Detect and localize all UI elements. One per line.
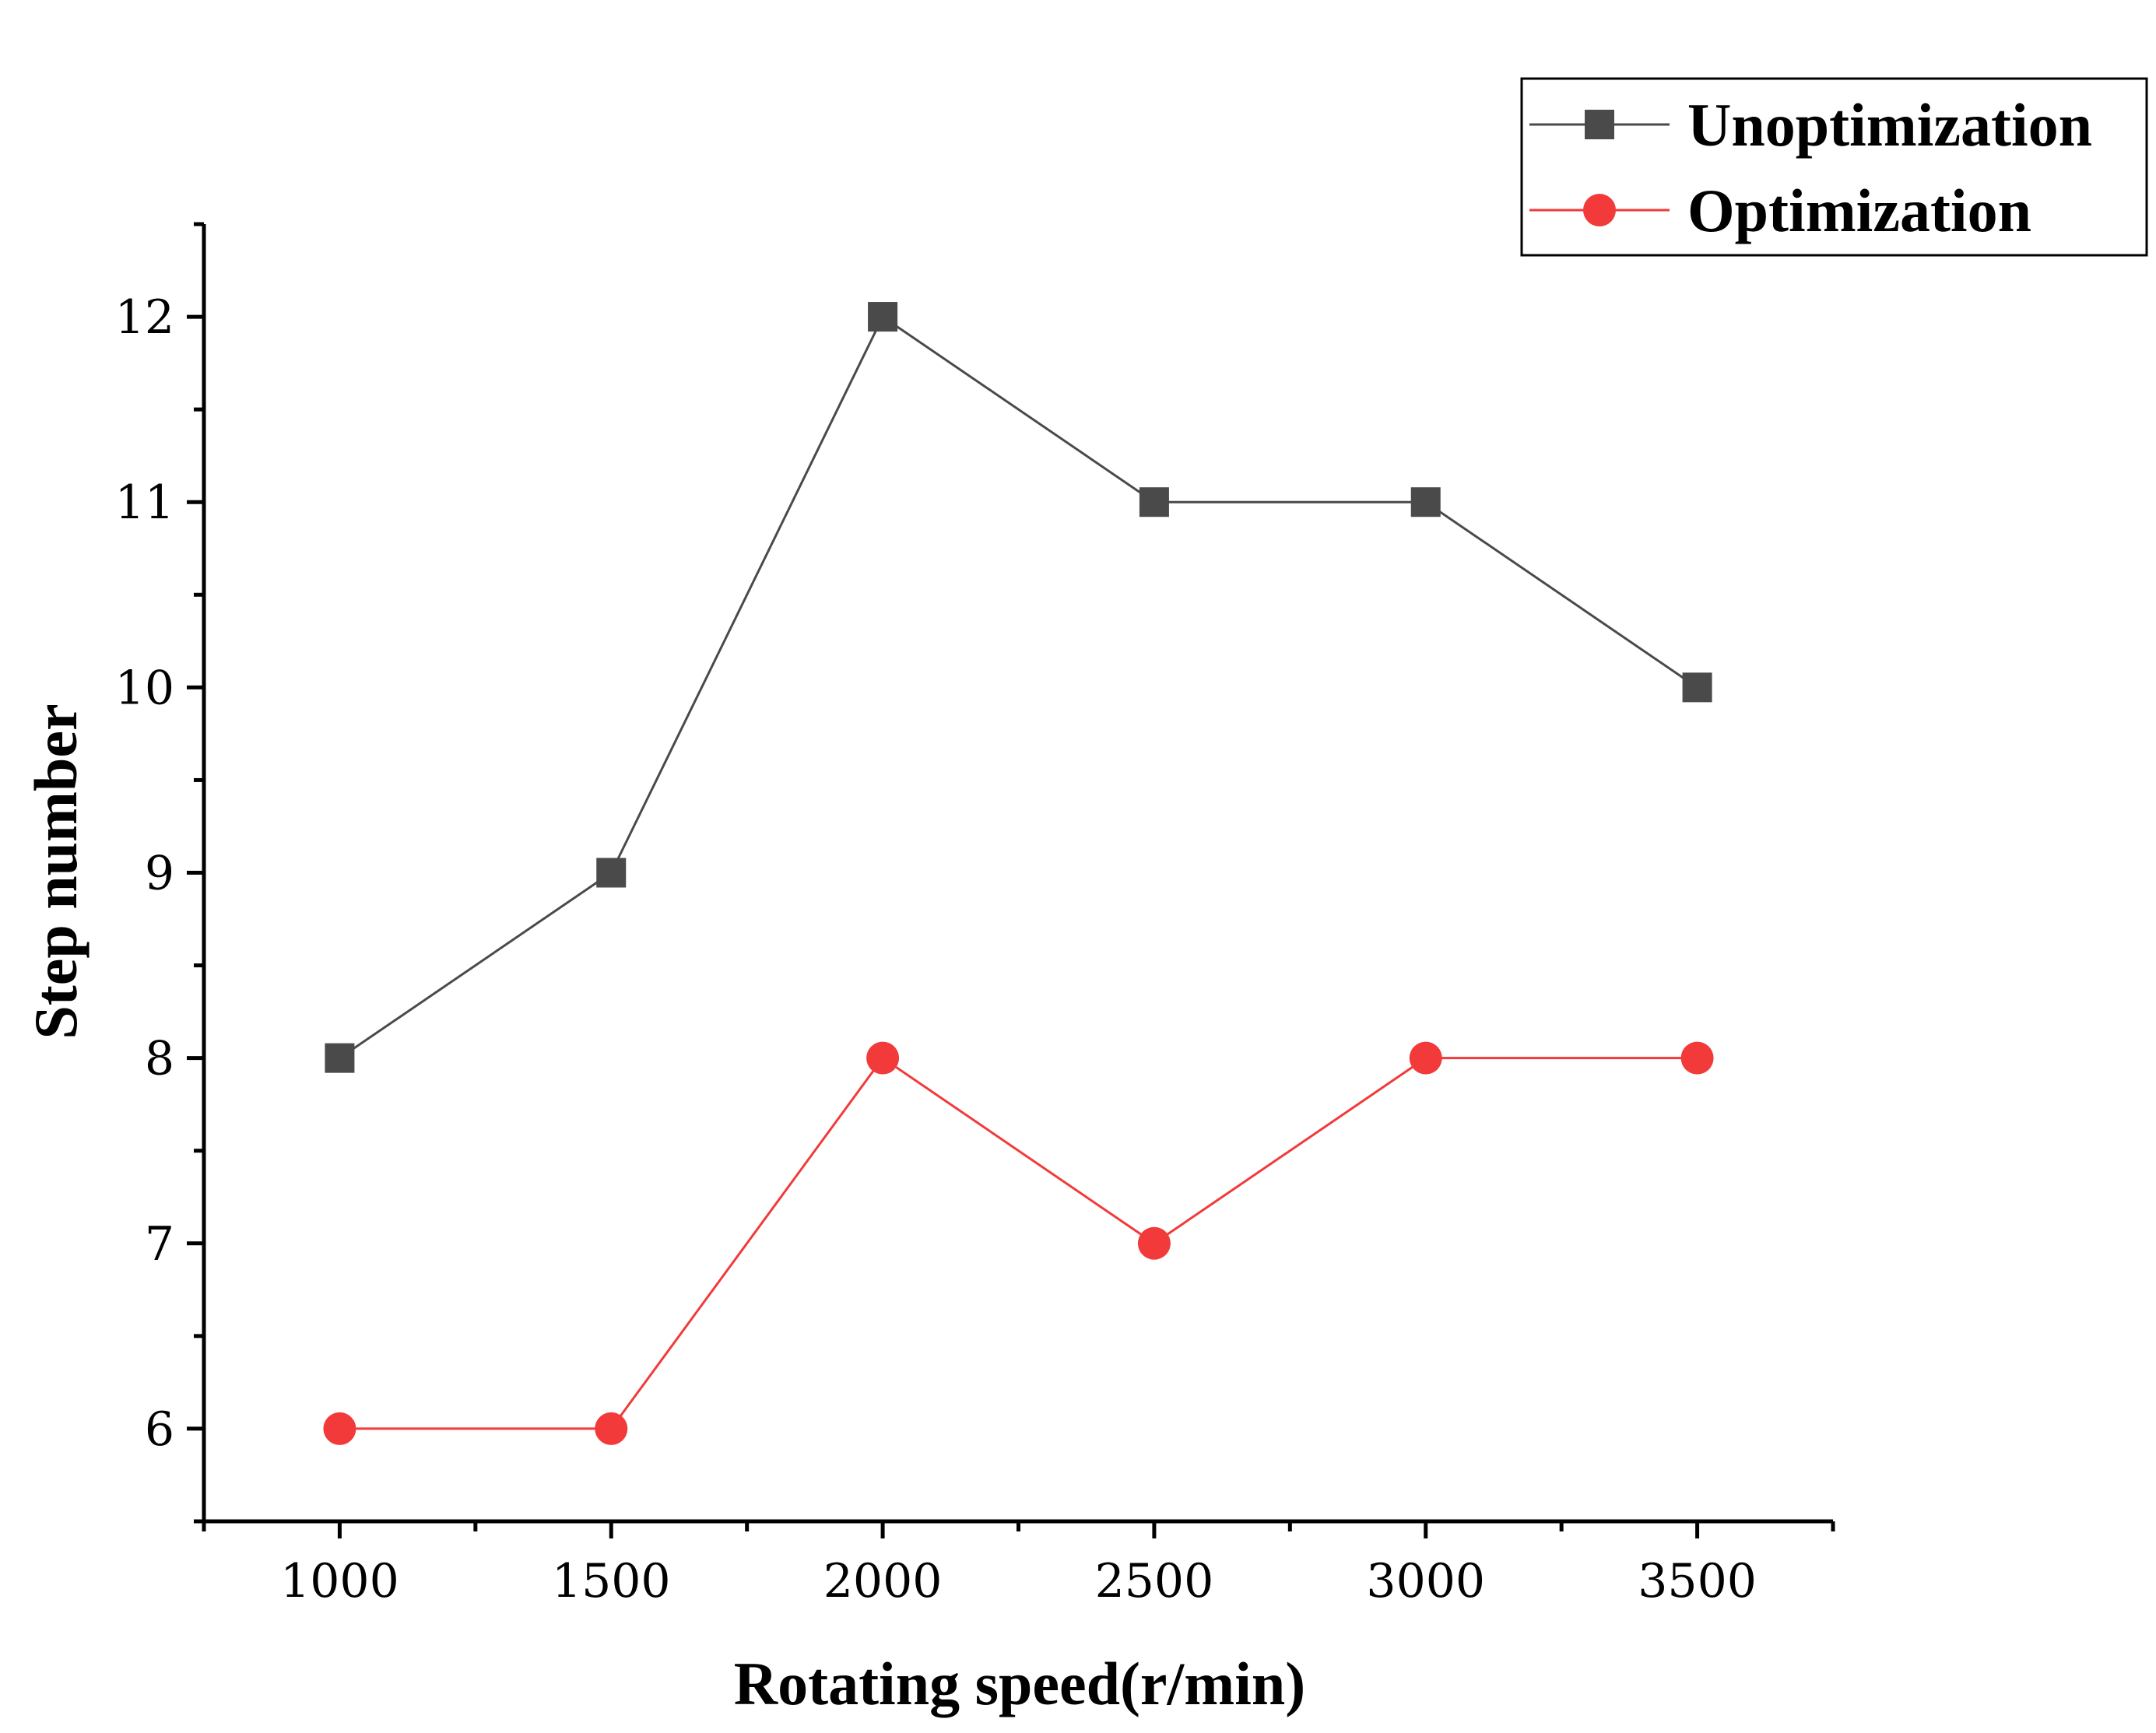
series-line-unoptimization: [339, 314, 1698, 1059]
legend-marker-unoptimization: [1585, 110, 1614, 139]
y-tick-label: 6: [145, 1402, 174, 1457]
legend: Unoptimization Optimization: [1520, 77, 2148, 257]
legend-marker-optimization: [1583, 194, 1616, 226]
y-tick-label: 11: [115, 475, 174, 530]
y-axis-title: Step number: [22, 703, 90, 1039]
legend-box: [1520, 77, 2148, 257]
y-tick-label: 7: [145, 1217, 174, 1272]
y-tick-label: 8: [145, 1032, 174, 1086]
data-point-optimization: [595, 1412, 628, 1445]
data-point-unoptimization: [868, 302, 898, 332]
y-tick-label: 10: [115, 661, 174, 715]
x-tick-label: 2000: [823, 1554, 943, 1608]
legend-label-optimization: Optimization: [1687, 177, 2031, 244]
data-point-unoptimization: [596, 858, 627, 888]
x-tick-label: 2500: [1095, 1554, 1214, 1608]
series-line-optimization: [339, 1056, 1698, 1430]
y-tick-label: 12: [115, 290, 174, 345]
x-tick-label: 1000: [280, 1554, 399, 1608]
x-tick-label: 1500: [552, 1554, 671, 1608]
data-point-unoptimization: [325, 1043, 355, 1073]
data-point-optimization: [1680, 1041, 1714, 1075]
data-point-optimization: [1409, 1041, 1442, 1075]
data-point-optimization: [1137, 1226, 1171, 1260]
axes: 6 7 8 9 10 11 12 1000 1500 2000 2500 3000 3500: [115, 222, 1835, 1608]
x-tick-label: 3500: [1638, 1554, 1757, 1608]
series-layer: [323, 302, 1714, 1445]
x-tick-label: 3000: [1366, 1554, 1485, 1608]
x-axis-title: Rotating speed(r/min): [734, 1650, 1305, 1717]
data-point-unoptimization: [1139, 487, 1169, 517]
y-tick-label: 9: [145, 847, 174, 901]
data-point-unoptimization: [1410, 487, 1441, 517]
data-point-optimization: [323, 1412, 356, 1445]
data-point-unoptimization: [1682, 672, 1712, 703]
data-point-optimization: [866, 1041, 900, 1075]
legend-label-unoptimization: Unoptimization: [1687, 91, 2092, 159]
